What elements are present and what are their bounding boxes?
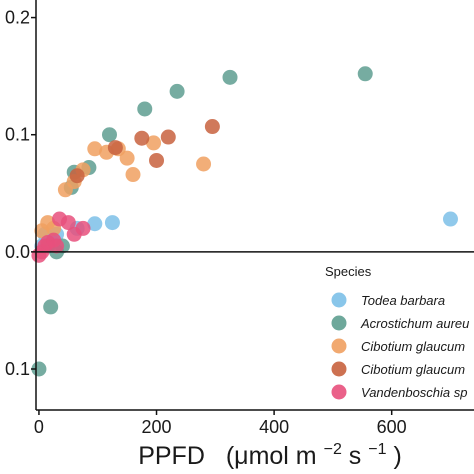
data-point-series-3 [196,156,212,172]
data-point-series-4 [107,140,123,156]
legend-items: Todea barbara Acrostichum aureu Cibotium g… [331,292,469,400]
axis-ticks: 0 200 400 600 0.1 0.0 0.1 0.2 [5,8,407,437]
x-tick-label: 400 [259,417,289,437]
data-point-series-2 [31,361,47,377]
data-point-series-5 [49,238,65,254]
legend-key-4 [331,361,347,377]
data-point-series-4 [69,168,85,184]
data-point-series-2 [137,101,153,117]
data-point-series-2 [357,66,373,82]
data-point-series-4 [149,152,165,168]
data-point-series-3 [125,167,141,183]
x-axis-title-unit-suffix: ) [393,442,401,470]
data-point-series-4 [134,130,150,146]
x-axis-title: PPFD (μmol m −2 s −1 ) [138,432,402,470]
data-point-series-1 [104,215,120,231]
y-tick-label: 0.1 [5,359,30,379]
data-point-series-4 [204,119,220,135]
x-axis-title-unit-mid: s [349,442,362,470]
legend-key-2 [331,315,347,331]
data-point-series-2 [43,299,59,315]
data-point-series-2 [169,83,185,99]
legend-key-3 [331,338,347,354]
data-point-series-1 [87,216,103,232]
x-tick-label: 600 [377,417,407,437]
x-tick-label: 200 [142,417,172,437]
legend-title: Species [325,264,372,279]
x-axis-title-main: PPFD [138,442,205,470]
data-point-series-1 [442,211,458,227]
data-point-series-3 [119,150,135,166]
y-tick-label: 0.1 [5,125,30,145]
data-points-layer [31,66,458,377]
x-tick-label: 0 [34,417,44,437]
y-tick-label: 0.2 [5,8,30,28]
data-point-series-5 [75,220,91,236]
data-point-series-4 [160,129,176,145]
legend-label-5: Vandenboschia sp [361,385,468,400]
data-point-series-2 [101,127,117,143]
legend-label-3: Cibotium glaucum [361,339,465,354]
x-axis-title-unit-exp2: −1 [368,441,386,458]
y-tick-label: 0.0 [5,242,30,262]
data-point-series-2 [222,69,238,85]
data-point-series-5 [60,215,76,231]
x-axis-title-unit-prefix: (μmol m [226,442,317,470]
legend-label-1: Todea barbara [361,293,445,308]
legend-label-4: Cibotium glaucum [361,362,465,377]
legend-key-1 [331,292,347,308]
data-point-series-3 [146,135,162,151]
legend-label-2: Acrostichum aureu [360,316,469,331]
legend-key-5 [331,384,347,400]
data-point-series-3 [87,141,103,157]
x-axis-title-unit-exp1: −2 [324,441,342,458]
legend: Species Todea barbara Acrostichum aureu Ci… [325,264,469,400]
